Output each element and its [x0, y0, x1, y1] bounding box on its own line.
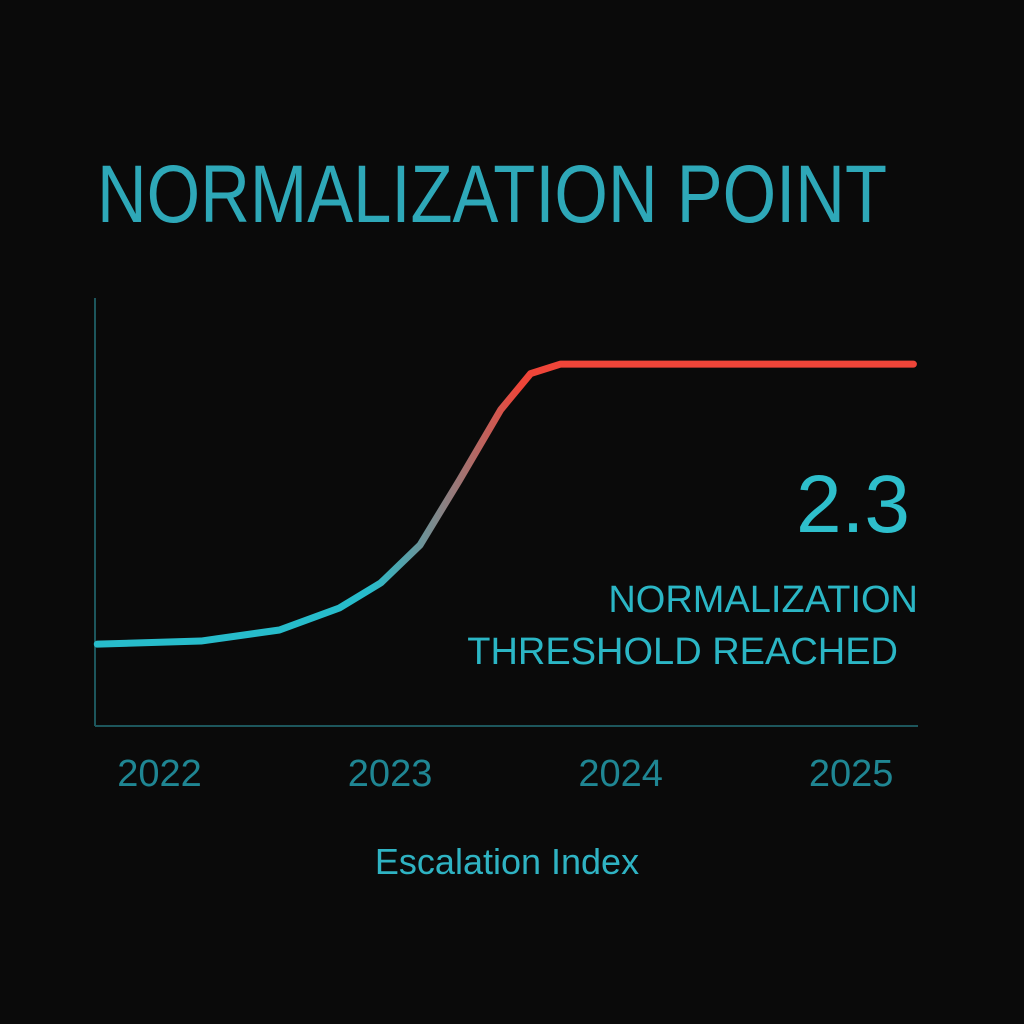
chart-title: NORMALIZATION POINT — [97, 149, 887, 240]
x-tick-label: 2025 — [809, 753, 894, 795]
x-axis-label: Escalation Index — [375, 841, 639, 882]
x-tick-label: 2023 — [348, 753, 433, 795]
x-tick-label: 2022 — [117, 753, 202, 795]
annotation-text: NORMALIZATION — [608, 579, 918, 621]
annotation-value: 2.3 — [796, 459, 910, 550]
data-line — [93, 360, 917, 648]
x-tick-label: 2024 — [578, 753, 663, 795]
annotation-text: THRESHOLD REACHED — [467, 631, 898, 673]
